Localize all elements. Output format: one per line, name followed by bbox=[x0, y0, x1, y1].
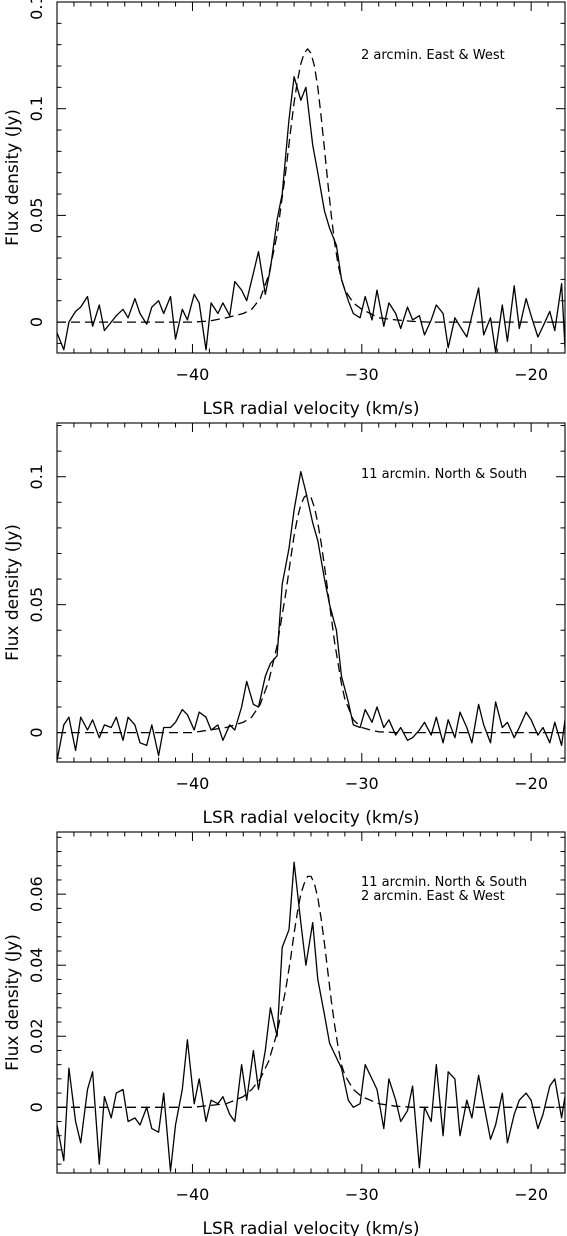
chart-panel-2: −40 −30 −20 0 0.05 0.1 LSR radial velocity (km… bbox=[3, 422, 566, 828]
y-axis-label: Flux density (Jy) bbox=[3, 109, 23, 246]
model-fit-line bbox=[57, 875, 565, 1108]
y-axis-label: Flux density (Jy) bbox=[3, 934, 23, 1071]
y-tick-label: 0.02 bbox=[27, 1018, 46, 1054]
x-tick-label: −30 bbox=[345, 365, 379, 384]
x-axis-label: LSR radial velocity (km/s) bbox=[202, 1219, 419, 1236]
observed-spectrum-line bbox=[57, 470, 565, 761]
model-fit-line bbox=[57, 48, 565, 323]
y-tick-label: 0.06 bbox=[27, 876, 46, 912]
x-tick-label: −20 bbox=[514, 774, 548, 793]
y-tick-label: 0 bbox=[27, 1102, 46, 1112]
x-axis-label: LSR radial velocity (km/s) bbox=[202, 399, 419, 419]
chart-panel-1: −40 −30 −20 0 0.05 0.1 0.15 LSR radial velocity… bbox=[3, 0, 566, 419]
y-tick-label: 0.1 bbox=[27, 96, 46, 121]
x-tick-label: −20 bbox=[514, 365, 548, 384]
y-tick-label: 0.05 bbox=[27, 587, 46, 623]
annotation-text: 2 arcmin. East & West bbox=[361, 889, 505, 904]
x-tick-label: −30 bbox=[345, 774, 379, 793]
y-axis-label: Flux density (Jy) bbox=[3, 524, 23, 661]
model-fit-line bbox=[57, 493, 565, 734]
chart-panel-3: −40 −30 −20 0 0.02 0.04 0.06 LSR radial velocit… bbox=[3, 831, 566, 1236]
y-tick-label: 0 bbox=[27, 727, 46, 737]
x-axis-label: LSR radial velocity (km/s) bbox=[202, 808, 419, 828]
y-tick-label: 0.05 bbox=[27, 198, 46, 234]
y-tick-label: 0 bbox=[27, 317, 46, 327]
x-tick-label: −40 bbox=[176, 1185, 210, 1204]
y-tick-label: 0.04 bbox=[27, 947, 46, 983]
annotation-text: 2 arcmin. East & West bbox=[361, 48, 505, 63]
observed-spectrum-line bbox=[57, 861, 565, 1172]
y-tick-label: 0.15 bbox=[27, 0, 46, 20]
x-tick-label: −20 bbox=[514, 1185, 548, 1204]
x-tick-label: −40 bbox=[176, 365, 210, 384]
y-tick-label: 0.1 bbox=[27, 464, 46, 489]
x-tick-label: −40 bbox=[176, 774, 210, 793]
x-tick-label: −30 bbox=[345, 1185, 379, 1204]
observed-spectrum-line bbox=[57, 76, 565, 353]
annotation-text: 11 arcmin. North & South bbox=[361, 467, 527, 482]
annotation-text: 11 arcmin. North & South bbox=[361, 875, 527, 890]
